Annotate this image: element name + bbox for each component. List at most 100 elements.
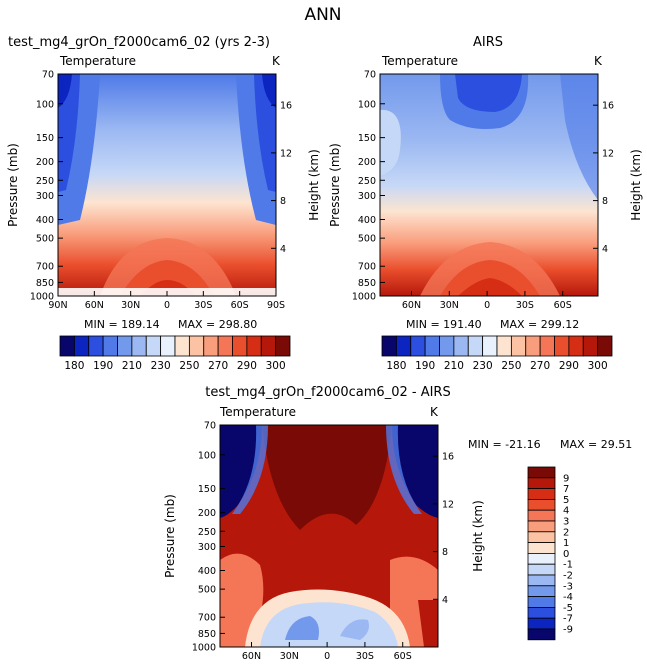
x-tick-label: 60S (554, 300, 572, 311)
colorbar-label: 230 (473, 360, 493, 372)
y-axis-label: Pressure (mb) (6, 143, 20, 227)
colorbar-swatch (203, 335, 219, 357)
colorbar-label: -4 (563, 592, 573, 603)
colorbar-swatch (582, 335, 599, 357)
panel-subtitle: Temperature (219, 405, 296, 419)
contour-field (380, 74, 598, 296)
colorbar-swatch (525, 335, 541, 357)
colorbar-swatch (73, 335, 90, 357)
colorbar-label: 250 (179, 360, 199, 372)
colorbar-swatch (410, 335, 426, 357)
y-tick-label: 300 (36, 191, 54, 202)
y2-axis-label: Height (km) (471, 500, 485, 571)
colorbar-swatch (527, 607, 556, 619)
page-title: ANN (304, 5, 341, 25)
panel-subtitle: Temperature (381, 54, 458, 68)
colorbar-swatch (482, 335, 498, 357)
colorbar-swatch (527, 574, 556, 587)
colorbar-label: 270 (208, 360, 228, 372)
axes: 70 100 150 200 250 300 400 500 700 850 1000 4 8 12 16 6… (192, 421, 454, 663)
colorbar-label: 210 (122, 360, 142, 372)
y2-tick-label: 8 (602, 196, 608, 207)
colorbar-label: -7 (563, 614, 573, 625)
min-label: MIN = 189.14 (84, 318, 160, 331)
y2-tick-label: 12 (602, 148, 614, 159)
x-tick-label: 30S (356, 651, 374, 662)
max-label: MAX = 299.12 (500, 318, 579, 331)
colorbar-swatch (174, 335, 190, 357)
colorbar-swatch (510, 335, 527, 357)
y2-tick-label: 4 (442, 595, 448, 606)
panel-units: K (272, 54, 281, 68)
y-tick-label: 250 (198, 527, 216, 538)
y-tick-label: 700 (198, 613, 216, 624)
y-tick-label: 400 (198, 566, 216, 577)
colorbar-label: 180 (64, 360, 84, 372)
colorbar-label: 0 (563, 549, 569, 560)
y-tick-label: 150 (36, 133, 54, 144)
colorbar-label: 290 (559, 360, 579, 372)
x-tick-label: 90S (267, 300, 285, 311)
min-label: MIN = -21.16 (468, 438, 541, 451)
colorbar-swatch (539, 335, 555, 357)
y-tick-label: 100 (198, 450, 216, 461)
colorbar-swatch (527, 585, 556, 597)
y2-tick-label: 8 (442, 547, 448, 558)
panel-title: test_mg4_grOn_f2000cam6_02 - AIRS (205, 385, 450, 400)
colorbar-label: 4 (563, 506, 569, 517)
y-tick-label: 700 (36, 262, 54, 273)
min-label: MIN = 191.40 (406, 318, 482, 331)
y-tick-label: 200 (358, 157, 376, 168)
colorbar-swatch (527, 563, 556, 576)
y-tick-label: 500 (198, 585, 216, 596)
y2-tick-label: 16 (280, 101, 292, 112)
y2-tick-label: 16 (442, 452, 454, 463)
colorbar-swatch (527, 596, 556, 608)
colorbar-swatch (117, 335, 133, 357)
y-tick-label: 1000 (192, 643, 216, 654)
colorbar-label: -2 (563, 571, 573, 582)
colorbar-swatch (554, 335, 570, 357)
panel-difference: test_mg4_grOn_f2000cam6_02 - AIRS Temper… (163, 385, 632, 648)
x-tick-label: 90N (48, 300, 67, 311)
x-tick-label: 60N (402, 300, 421, 311)
y2-tick-label: 12 (442, 499, 454, 510)
y-tick-label: 850 (358, 278, 376, 289)
colorbar-label: 250 (501, 360, 521, 372)
colorbar-label: 5 (563, 495, 569, 506)
colorbar-label: -3 (563, 581, 573, 592)
y-axis-label: Pressure (mb) (163, 494, 177, 578)
colorbar-swatch (527, 488, 556, 500)
panel-airs: AIRS Temperature K Pressure (mb) Height … (328, 35, 643, 331)
x-tick-label: 0 (324, 651, 330, 662)
colorbar-label: 300 (588, 360, 608, 372)
colorbar-label: 1 (563, 538, 569, 549)
colorbar-swatch (395, 335, 412, 357)
x-tick-label: 60S (394, 651, 412, 662)
x-tick-label: 30S (516, 300, 534, 311)
colorbar-label: 3 (563, 517, 569, 528)
colorbar-swatch (527, 466, 556, 479)
colorbar-swatch (568, 335, 584, 357)
x-tick-label: 60S (231, 300, 249, 311)
colorbar-label: -9 (563, 625, 573, 636)
x-tick-label: 30N (280, 651, 299, 662)
colorbar-label: 180 (386, 360, 406, 372)
colorbar-label: 270 (530, 360, 550, 372)
y-tick-label: 100 (36, 99, 54, 110)
colorbar-swatch (160, 335, 176, 357)
colorbar-swatch (439, 335, 455, 357)
max-label: MAX = 298.80 (178, 318, 257, 331)
y-axis-label: Pressure (mb) (328, 143, 342, 227)
colorbar-swatch (597, 335, 613, 357)
y-tick-label: 700 (358, 262, 376, 273)
colorbar-label: 7 (563, 484, 569, 495)
colorbar-swatch (188, 335, 205, 357)
colorbar-swatch (275, 335, 291, 357)
colorbar-swatch (260, 335, 277, 357)
panel-model: test_mg4_grOn_f2000cam6_02 (yrs 2-3) Tem… (6, 35, 321, 331)
y-tick-label: 300 (198, 542, 216, 553)
contour-field (58, 74, 276, 296)
colorbar-swatch (496, 335, 512, 357)
